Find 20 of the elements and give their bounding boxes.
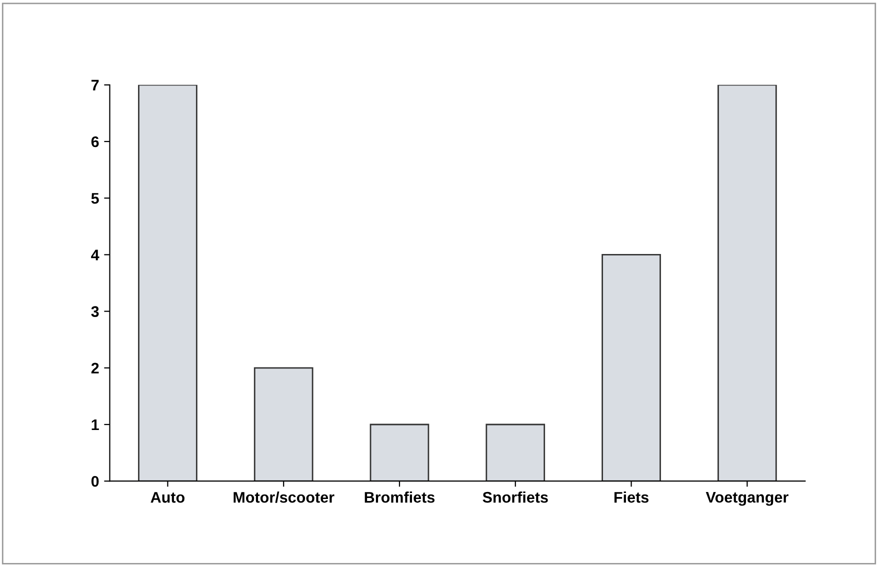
bar [602, 254, 661, 482]
y-tick-label: 5 [91, 193, 99, 204]
bar [138, 84, 198, 482]
y-tick-label: 0 [91, 476, 99, 487]
y-tick-label: 6 [91, 136, 99, 148]
y-tick-label: 4 [91, 250, 100, 260]
bar [370, 424, 430, 482]
x-tick-label: Fiets [614, 492, 648, 503]
bar [718, 84, 777, 482]
x-tick-label: Motor/scooter [234, 492, 334, 503]
y-tick-label: 3 [91, 306, 99, 318]
y-tick-label: 2 [91, 362, 99, 374]
x-tick-label: Voetganger [706, 492, 788, 506]
bar [486, 424, 546, 482]
x-tick-label: Snorfiets [482, 492, 548, 503]
y-tick-label: 1 [92, 420, 99, 430]
x-tick-label: Bromfiets [364, 492, 435, 503]
y-tick-label: 7 [91, 80, 99, 90]
x-tick-label: Auto [150, 492, 184, 503]
bar [254, 367, 314, 482]
